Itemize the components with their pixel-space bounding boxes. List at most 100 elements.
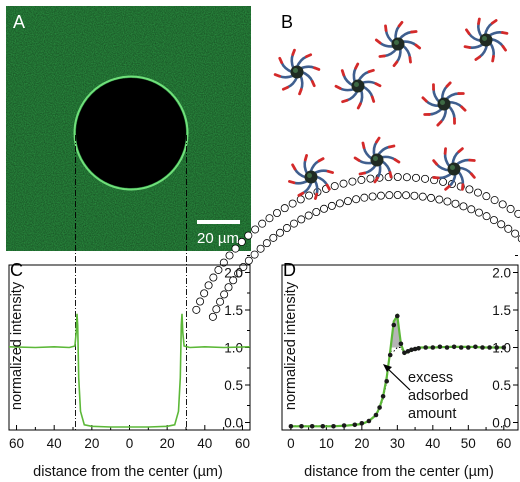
- micelle-arm: [488, 41, 495, 58]
- micelle-arm-tip: [410, 30, 418, 34]
- chart-d-data-point: [288, 424, 294, 429]
- lipid-head-outer: [209, 273, 218, 282]
- chart-d-data-point: [466, 345, 471, 350]
- lipid-head-inner: [220, 290, 229, 299]
- chart-d-data-point: [331, 424, 336, 429]
- lipid-head-outer: [482, 192, 491, 201]
- micelle-arm: [444, 92, 460, 101]
- chart-d-data-point: [494, 345, 500, 350]
- micelle-arm-tip: [460, 105, 467, 112]
- chart-d-data-point: [380, 394, 386, 399]
- micelle-arm: [383, 47, 398, 58]
- lipid-head-inner: [385, 191, 394, 200]
- chart-c-xlabel: distance from the center (µm): [33, 464, 223, 480]
- annotation-line-3: amount: [408, 406, 456, 422]
- chart-d-data-point: [473, 344, 478, 350]
- lipid-head-inner: [474, 208, 483, 217]
- lipid-head-outer: [244, 231, 253, 240]
- lipid-head-outer: [237, 237, 246, 246]
- micelle-arm: [338, 87, 356, 92]
- lipid-head-inner: [327, 201, 336, 210]
- micelle-arm: [432, 88, 441, 104]
- x-tick-label: 40: [197, 436, 212, 451]
- lipid-head-inner: [376, 191, 385, 200]
- lipid-head-inner: [393, 191, 402, 200]
- chart-d-data-point: [430, 345, 436, 350]
- chart-d-data-point: [359, 421, 365, 426]
- chart-d-data-point: [402, 350, 407, 356]
- micelle-arm-tip: [474, 55, 482, 61]
- micelle-arm: [299, 65, 316, 70]
- chart-d-data-point: [423, 345, 429, 350]
- micelle-arm: [312, 169, 330, 175]
- micelle-arm-tip: [393, 158, 401, 164]
- annotation-arrowhead: [383, 364, 392, 372]
- x-tick-label: 60: [235, 436, 250, 451]
- micelle-arm: [292, 179, 310, 185]
- micelle-arm: [384, 29, 395, 44]
- micelle-arm-tip: [370, 95, 376, 103]
- chart-d-ticks: 0 10 20 30 40 50 600.00.51.01.52.0: [287, 255, 518, 451]
- micelle-arm-tip: [421, 96, 428, 103]
- lipid-head-outer: [305, 191, 314, 200]
- lipid-head-inner: [276, 228, 285, 237]
- micelle-arm-tip: [310, 80, 316, 88]
- micelles: [273, 17, 509, 200]
- lipid-head-inner: [234, 269, 243, 278]
- micelle-core-highlight: [482, 36, 487, 41]
- lipid-head-inner: [343, 197, 352, 206]
- chart-d-data-point: [352, 422, 358, 428]
- x-tick-label: 20: [84, 436, 99, 451]
- chart-d-data-point: [341, 423, 347, 428]
- lipid-head-outer: [280, 204, 289, 213]
- lipid-head-inner: [410, 191, 419, 200]
- panel-label-d: D: [283, 260, 296, 280]
- micelle-arm-tip: [501, 44, 507, 52]
- chart-d-data-point: [320, 424, 326, 429]
- x-tick-label: 40: [47, 436, 62, 451]
- lipid-head-outer: [200, 289, 209, 298]
- micelle: [421, 81, 467, 127]
- chart-d-data-point: [309, 424, 315, 429]
- chart-d-data-point: [458, 345, 464, 350]
- micelle-core-highlight: [354, 82, 359, 87]
- micelle-arm: [468, 42, 485, 49]
- micelle: [374, 20, 422, 68]
- lipid-head-inner: [229, 276, 238, 285]
- annotation-arrow: [385, 366, 411, 391]
- micelle-arm: [303, 158, 309, 176]
- x-tick-label: 0: [287, 436, 295, 451]
- lipid-head-outer: [219, 258, 228, 267]
- micelle-arm-tip: [374, 38, 382, 45]
- lipid-head-inner: [212, 305, 221, 314]
- y-tick-label: 1.5: [224, 303, 243, 318]
- x-tick-label: 0: [126, 436, 134, 451]
- micelle-arm: [286, 75, 299, 89]
- micelle-arm-tip: [325, 183, 331, 191]
- lipid-head-inner: [360, 193, 369, 202]
- micelle-arm-tip: [387, 144, 396, 149]
- x-tick-label: 20: [354, 436, 369, 451]
- micelle-arm-tip: [375, 136, 381, 144]
- x-tick-label: 60: [496, 436, 511, 451]
- chart-d-series: [288, 312, 507, 429]
- micelle: [432, 147, 476, 191]
- micelle-arm: [428, 107, 444, 116]
- micelle-arm-tip: [303, 154, 308, 162]
- micelle-arm: [443, 152, 451, 168]
- lipid-head-inner: [335, 199, 344, 208]
- lipid-head-outer: [506, 204, 515, 213]
- micelle-arm: [376, 145, 391, 157]
- lipid-head-outer: [473, 188, 482, 197]
- lipid-head-inner: [511, 229, 520, 238]
- lipid-head-inner: [504, 224, 513, 233]
- lipid-head-inner: [224, 283, 233, 292]
- lipid-head-outer: [411, 173, 420, 182]
- micelle-arm-tip: [392, 60, 399, 68]
- chart-d-data-point: [444, 345, 450, 350]
- micelle-arm-tip: [457, 147, 464, 154]
- lipid-head-inner: [216, 297, 225, 306]
- micelle-arm: [357, 70, 371, 83]
- chart-d-data-point: [416, 346, 421, 351]
